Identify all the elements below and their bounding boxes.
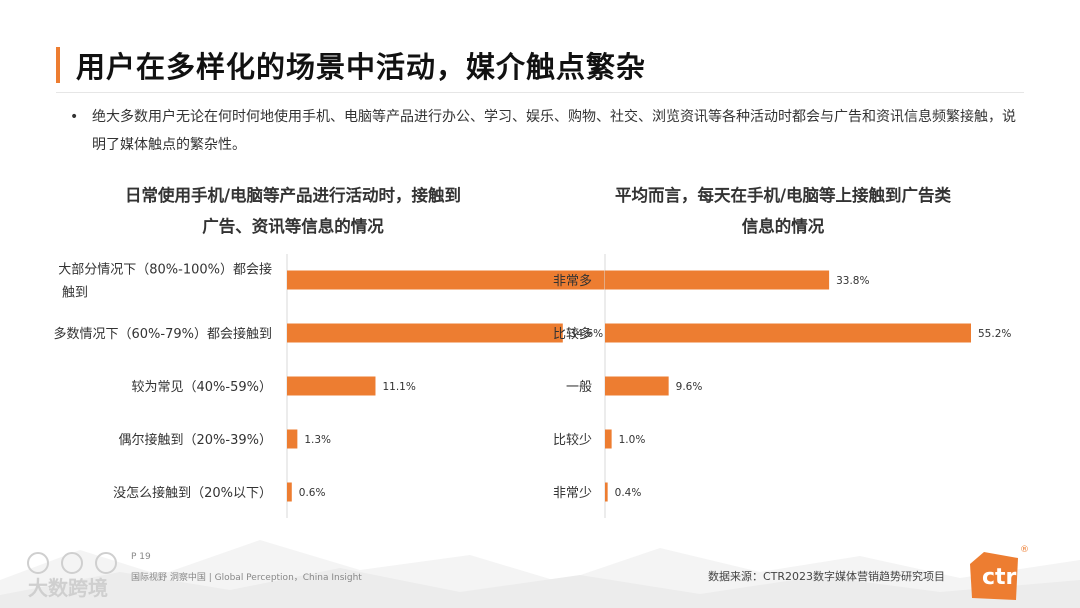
chart-1-bar bbox=[287, 270, 706, 290]
chart-2-bar bbox=[605, 482, 608, 502]
chart-1-value-label: 11.1% bbox=[382, 381, 415, 393]
chart-2-title-line-2: 信息的情况 bbox=[741, 217, 825, 236]
chart-1-bar bbox=[287, 376, 376, 396]
chart-2-value-label: 1.0% bbox=[619, 434, 646, 446]
chart-2-title: 平均而言，每天在手机/电脑等上接触到广告类 信息的情况 bbox=[588, 180, 978, 242]
chart-1-bar bbox=[287, 323, 563, 343]
watermark-text: 大数跨境 bbox=[28, 576, 108, 600]
chart-1-category-label: 较为常见（40%-59%） bbox=[132, 380, 272, 395]
chart-2-category-label: 一般 bbox=[566, 379, 592, 395]
title-accent-bar bbox=[56, 47, 60, 83]
chart-2-value-label: 9.6% bbox=[676, 381, 703, 393]
chart-1: 52.5%大部分情况下（80%-100%）都会接触到34.6%多数情况下（60%… bbox=[54, 254, 746, 518]
chart-2-bar bbox=[605, 429, 612, 449]
background-landscape-decoration bbox=[0, 540, 1080, 608]
chart-2-bar bbox=[605, 376, 669, 396]
chart-1-value-label: 1.3% bbox=[304, 434, 331, 446]
logo-text: ctr bbox=[982, 565, 1017, 590]
bullet-marker: • bbox=[70, 109, 79, 125]
watermark-icons bbox=[27, 552, 117, 574]
chart-1-value-label: 0.6% bbox=[299, 487, 326, 499]
footer-slogan: 国际视野 洞察中国 | Global Perception，China Insi… bbox=[131, 573, 362, 583]
chart-2-value-label: 33.8% bbox=[836, 275, 869, 287]
registered-mark: ® bbox=[1020, 545, 1029, 555]
chart-1-bar bbox=[287, 429, 298, 449]
chart-2-category-label: 非常少 bbox=[553, 486, 592, 501]
chart-2: 33.8% 非常多 55.2% 比较多 9.6% 一般 1.0% 比较少 0.4% 非常少 bbox=[553, 254, 1011, 518]
chart-2-category-label: 比较多 bbox=[553, 326, 592, 342]
page-number: P 19 bbox=[131, 552, 151, 562]
chart-1-category-label: 触到 bbox=[62, 286, 88, 301]
chart-1-category-label: 没怎么接触到（20%以下） bbox=[113, 485, 272, 501]
chart-1-bar bbox=[287, 482, 292, 502]
chart-1-title-line-2: 广告、资讯等信息的情况 bbox=[202, 217, 384, 236]
chart-1-title: 日常使用手机/电脑等产品进行活动时，接触到 广告、资讯等信息的情况 bbox=[98, 180, 488, 242]
data-source-note: 数据来源：CTR2023数字媒体营销趋势研究项目 bbox=[708, 570, 946, 583]
chart-2-bar bbox=[605, 270, 830, 290]
chart-2-category-label: 比较少 bbox=[553, 433, 592, 448]
chart-1-value-label: 34.6% bbox=[570, 328, 603, 340]
chart-2-title-line-1: 平均而言，每天在手机/电脑等上接触到广告类 bbox=[614, 186, 952, 205]
bullet-text: 绝大多数用户无论在何时何地使用手机、电脑等产品进行办公、学习、娱乐、购物、社交、… bbox=[92, 109, 1016, 153]
chart-1-category-label: 多数情况下（60%-79%）都会接触到 bbox=[54, 326, 272, 342]
chart-2-value-label: 55.2% bbox=[978, 328, 1011, 340]
ctr-logo-icon bbox=[970, 552, 1018, 600]
chart-2-value-label: 0.4% bbox=[615, 487, 642, 499]
chart-1-category-label: 偶尔接触到（20%-39%） bbox=[119, 432, 272, 448]
chart-2-category-label: 非常多 bbox=[553, 273, 592, 289]
page-title: 用户在多样化的场景中活动，媒介触点繁杂 bbox=[76, 50, 647, 84]
title-divider bbox=[56, 92, 1024, 93]
chart-2-bar bbox=[605, 323, 971, 343]
chart-1-title-line-1: 日常使用手机/电脑等产品进行活动时，接触到 bbox=[124, 186, 462, 205]
chart-1-category-label: 大部分情况下（80%-100%）都会接 bbox=[58, 262, 272, 278]
